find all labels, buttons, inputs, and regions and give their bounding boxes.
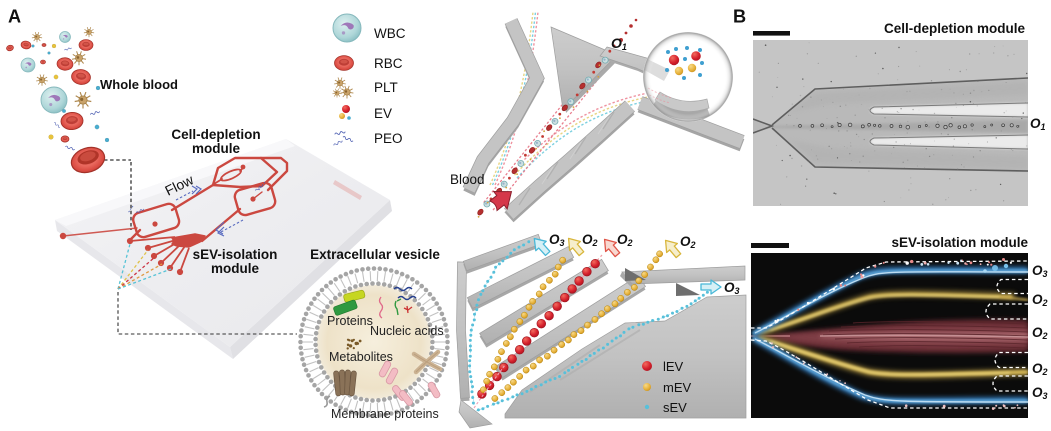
svg-text:PEO: PEO: [374, 131, 403, 146]
svg-text:Whole blood: Whole blood: [100, 77, 178, 92]
svg-text:Cell-depletion: Cell-depletion: [171, 127, 260, 142]
svg-text:module: module: [192, 141, 240, 156]
svg-text:EV: EV: [374, 106, 392, 121]
svg-text:PLT: PLT: [374, 80, 398, 95]
svg-text:A: A: [8, 7, 21, 27]
svg-text:sEV: sEV: [663, 400, 687, 415]
svg-text:Cell-depletion module: Cell-depletion module: [884, 21, 1025, 36]
svg-text:Extracellular vesicle: Extracellular vesicle: [310, 247, 440, 262]
svg-text:Proteins: Proteins: [327, 314, 373, 328]
svg-text:sEV-isolation module: sEV-isolation module: [891, 235, 1028, 250]
svg-text:lEV: lEV: [663, 359, 684, 374]
svg-text:B: B: [733, 7, 746, 27]
svg-text:mEV: mEV: [663, 380, 692, 395]
svg-text:Nucleic acids: Nucleic acids: [370, 324, 444, 338]
svg-text:Blood: Blood: [450, 172, 485, 187]
svg-text:WBC: WBC: [374, 26, 406, 41]
svg-text:RBC: RBC: [374, 56, 403, 71]
svg-text:Metabolites: Metabolites: [329, 350, 393, 364]
svg-text:module: module: [211, 261, 259, 276]
svg-text:sEV-isolation: sEV-isolation: [193, 247, 278, 262]
svg-text:Membrane proteins: Membrane proteins: [331, 407, 439, 421]
